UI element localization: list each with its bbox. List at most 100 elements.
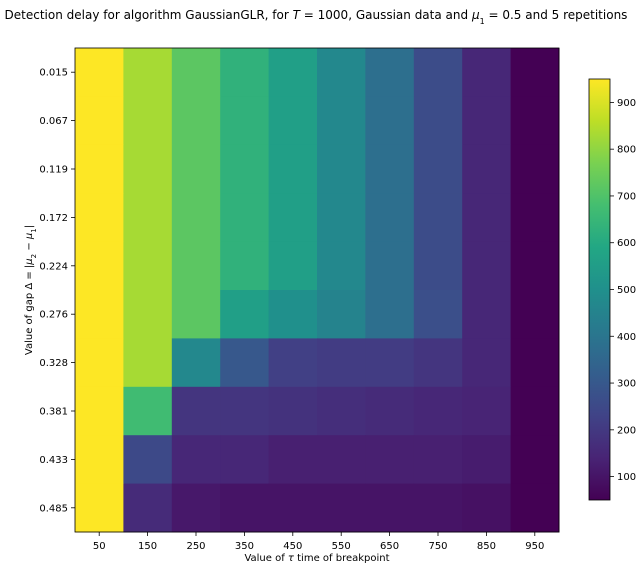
heatmap-cell <box>220 241 270 291</box>
colorbar <box>588 78 611 501</box>
heatmap-cell <box>317 338 366 388</box>
x-tick-label: 650 <box>380 541 399 552</box>
heatmap-cell <box>510 96 560 146</box>
heatmap-cell <box>317 193 366 243</box>
x-tick-label: 850 <box>477 541 496 552</box>
heatmap-cell <box>317 386 366 436</box>
heatmap-cell <box>317 144 366 194</box>
heatmap-cell <box>220 96 270 146</box>
colorbar-tick-label: 100 <box>617 472 636 483</box>
heatmap-cell <box>317 241 366 291</box>
heatmap-cell <box>220 290 270 339</box>
heatmap-cell <box>510 241 560 291</box>
heatmap-cell <box>171 193 221 243</box>
x-tick-label: 450 <box>283 541 302 552</box>
heatmap-cell <box>75 48 124 97</box>
heatmap-cell <box>365 144 415 194</box>
heatmap-cell <box>220 144 270 194</box>
heatmap-cell <box>171 338 221 388</box>
heatmap-cell <box>171 386 221 436</box>
heatmap-cell <box>510 48 560 97</box>
heatmap-cell <box>171 241 221 291</box>
heatmap-cell <box>171 290 221 339</box>
heatmap-cell <box>268 96 318 146</box>
heatmap-cell <box>220 435 270 485</box>
x-tick-label: 50 <box>93 541 106 552</box>
heatmap-cell <box>413 193 463 243</box>
heatmap-cell <box>171 96 221 146</box>
heatmap-cell <box>365 290 415 339</box>
heatmap-cell <box>123 483 173 533</box>
y-tick-label: 0.224 <box>39 261 68 272</box>
plot-frame <box>74 47 560 533</box>
heatmap-cell <box>510 435 560 485</box>
heatmap-cell <box>75 96 124 146</box>
heatmap-cell <box>413 338 463 388</box>
heatmap-cells <box>75 48 560 533</box>
heatmap-cell <box>462 290 512 339</box>
heatmap-cell <box>317 435 366 485</box>
heatmap-cell <box>268 193 318 243</box>
heatmap-cell <box>365 338 415 388</box>
heatmap-cell <box>462 435 512 485</box>
heatmap-cell <box>413 435 463 485</box>
chart-title: Detection delay for algorithm GaussianGL… <box>5 8 628 26</box>
heatmap-cell <box>220 193 270 243</box>
colorbar-tick-label: 700 <box>617 191 636 202</box>
heatmap-cell <box>462 386 512 436</box>
colorbar-tick-label: 600 <box>617 238 636 249</box>
heatmap-cell <box>220 48 270 97</box>
heatmap-cell <box>462 193 512 243</box>
y-tick-label: 0.328 <box>39 358 68 369</box>
colorbar-tick-label: 500 <box>617 285 636 296</box>
heatmap-cell <box>123 193 173 243</box>
x-axis-label: Value of τ time of breakpoint <box>244 553 389 564</box>
heatmap-cell <box>268 386 318 436</box>
colorbar-tick-label: 800 <box>617 145 636 156</box>
heatmap-cell <box>317 96 366 146</box>
heatmap-cell <box>510 144 560 194</box>
heatmap-cell <box>365 483 415 533</box>
heatmap-cell <box>510 386 560 436</box>
heatmap-cell <box>171 483 221 533</box>
heatmap-cell <box>268 48 318 97</box>
heatmap-cell <box>268 483 318 533</box>
x-tick-label: 950 <box>525 541 544 552</box>
heatmap-cell <box>462 144 512 194</box>
heatmap-cell <box>365 193 415 243</box>
y-tick-label: 0.433 <box>39 455 68 466</box>
heatmap-cell <box>220 386 270 436</box>
heatmap-cell <box>462 483 512 533</box>
y-tick-label: 0.276 <box>39 310 68 321</box>
heatmap-cell <box>510 193 560 243</box>
heatmap-cell <box>413 96 463 146</box>
heatmap-cell <box>123 144 173 194</box>
heatmap-cell <box>171 48 221 97</box>
heatmap-cell <box>462 338 512 388</box>
heatmap-cell <box>510 483 560 533</box>
y-tick-label: 0.119 <box>39 165 68 176</box>
y-axis-label: Value of gap Δ = |μ2 − μ1| <box>24 225 38 355</box>
heatmap-cell <box>75 193 124 243</box>
heatmap-cell <box>510 338 560 388</box>
heatmap-cell <box>171 435 221 485</box>
heatmap-cell <box>413 144 463 194</box>
heatmap-cell <box>268 144 318 194</box>
heatmap-cell <box>123 338 173 388</box>
heatmap-cell <box>413 48 463 97</box>
heatmap-cell <box>510 290 560 339</box>
x-tick-label: 250 <box>186 541 205 552</box>
heatmap-cell <box>75 144 124 194</box>
heatmap-cell <box>123 241 173 291</box>
heatmap-cell <box>365 48 415 97</box>
x-tick-label: 350 <box>235 541 254 552</box>
y-axis-ticks: 0.015 0.067 0.119 0.172 0.224 0.276 0.328 0.381… <box>39 68 75 514</box>
x-tick-label: 750 <box>428 541 447 552</box>
y-tick-label: 0.067 <box>39 116 68 127</box>
heatmap-cell <box>365 241 415 291</box>
heatmap-cell <box>413 290 463 339</box>
heatmap-cell <box>268 290 318 339</box>
heatmap-cell <box>462 241 512 291</box>
colorbar-tick-label: 900 <box>617 98 636 109</box>
